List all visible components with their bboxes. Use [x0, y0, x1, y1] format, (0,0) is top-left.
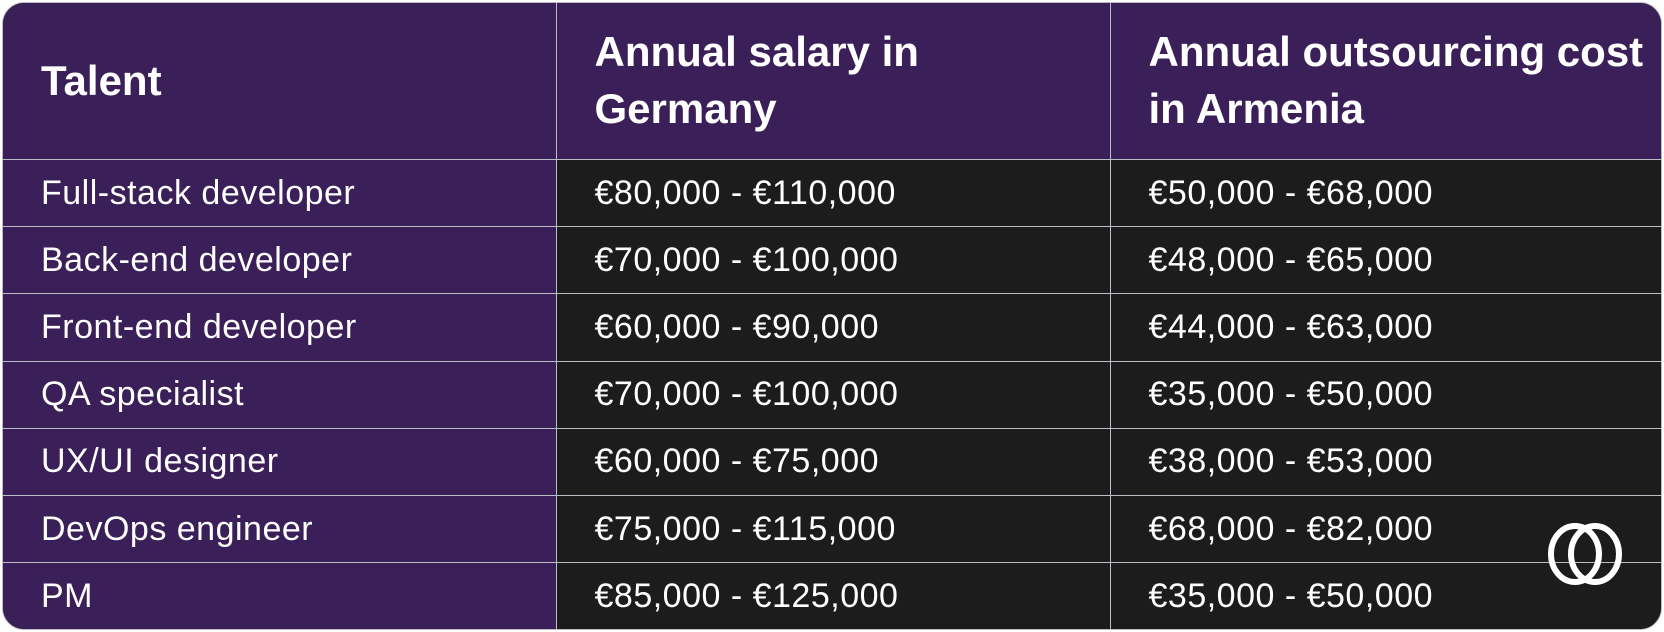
table-row: UX/UI designer €60,000 - €75,000 €38,000 -… [3, 427, 1661, 496]
table-row: Full-stack developer €80,000 - €110,000 €5… [3, 158, 1661, 228]
talent-cell: Front-end developer [3, 293, 557, 362]
talent-cell: PM [3, 562, 557, 629]
header-cell: Annual salary in Germany [555, 3, 1111, 160]
talent-cell: Full-stack developer [3, 158, 557, 228]
talent-cell: DevOps engineer [3, 494, 557, 564]
cost-cell: €38,000 - €53,000 [1109, 427, 1661, 496]
cost-cell: €70,000 - €100,000 [555, 226, 1111, 295]
table-row: DevOps engineer €75,000 - €115,000 €68,000… [3, 494, 1661, 564]
header-row: Talent Annual salary in Germany Annual out… [3, 3, 1661, 160]
header-cell: Talent [3, 3, 557, 160]
cost-cell: €80,000 - €110,000 [555, 158, 1111, 228]
cost-cell: €75,000 - €115,000 [555, 494, 1111, 564]
cost-cell: €60,000 - €90,000 [555, 293, 1111, 362]
header-cell: Annual outsourcing cost in Armenia [1109, 3, 1661, 160]
cost-cell: €48,000 - €65,000 [1109, 226, 1661, 295]
table-row: PM €85,000 - €125,000 €35,000 - €50,000 [3, 562, 1661, 629]
cost-cell: €44,000 - €63,000 [1109, 293, 1661, 362]
cost-cell: €70,000 - €100,000 [555, 360, 1111, 429]
talent-cell: QA specialist [3, 360, 557, 429]
talent-cell: UX/UI designer [3, 427, 557, 496]
table-row: Front-end developer €60,000 - €90,000 €44,… [3, 293, 1661, 362]
talent-cell: Back-end developer [3, 226, 557, 295]
table-row: Back-end developer €70,000 - €100,000 €48,… [3, 226, 1661, 295]
cost-cell: €35,000 - €50,000 [1109, 562, 1661, 629]
cost-cell: €50,000 - €68,000 [1109, 158, 1661, 228]
logo [1548, 523, 1622, 585]
table-row: QA specialist €70,000 - €100,000 €35,000 -… [3, 360, 1661, 429]
cost-cell: €35,000 - €50,000 [1109, 360, 1661, 429]
salary-table: Talent Annual salary in Germany Annual out… [3, 3, 1661, 629]
cost-cell: €60,000 - €75,000 [555, 427, 1111, 496]
cost-cell: €85,000 - €125,000 [555, 562, 1111, 629]
